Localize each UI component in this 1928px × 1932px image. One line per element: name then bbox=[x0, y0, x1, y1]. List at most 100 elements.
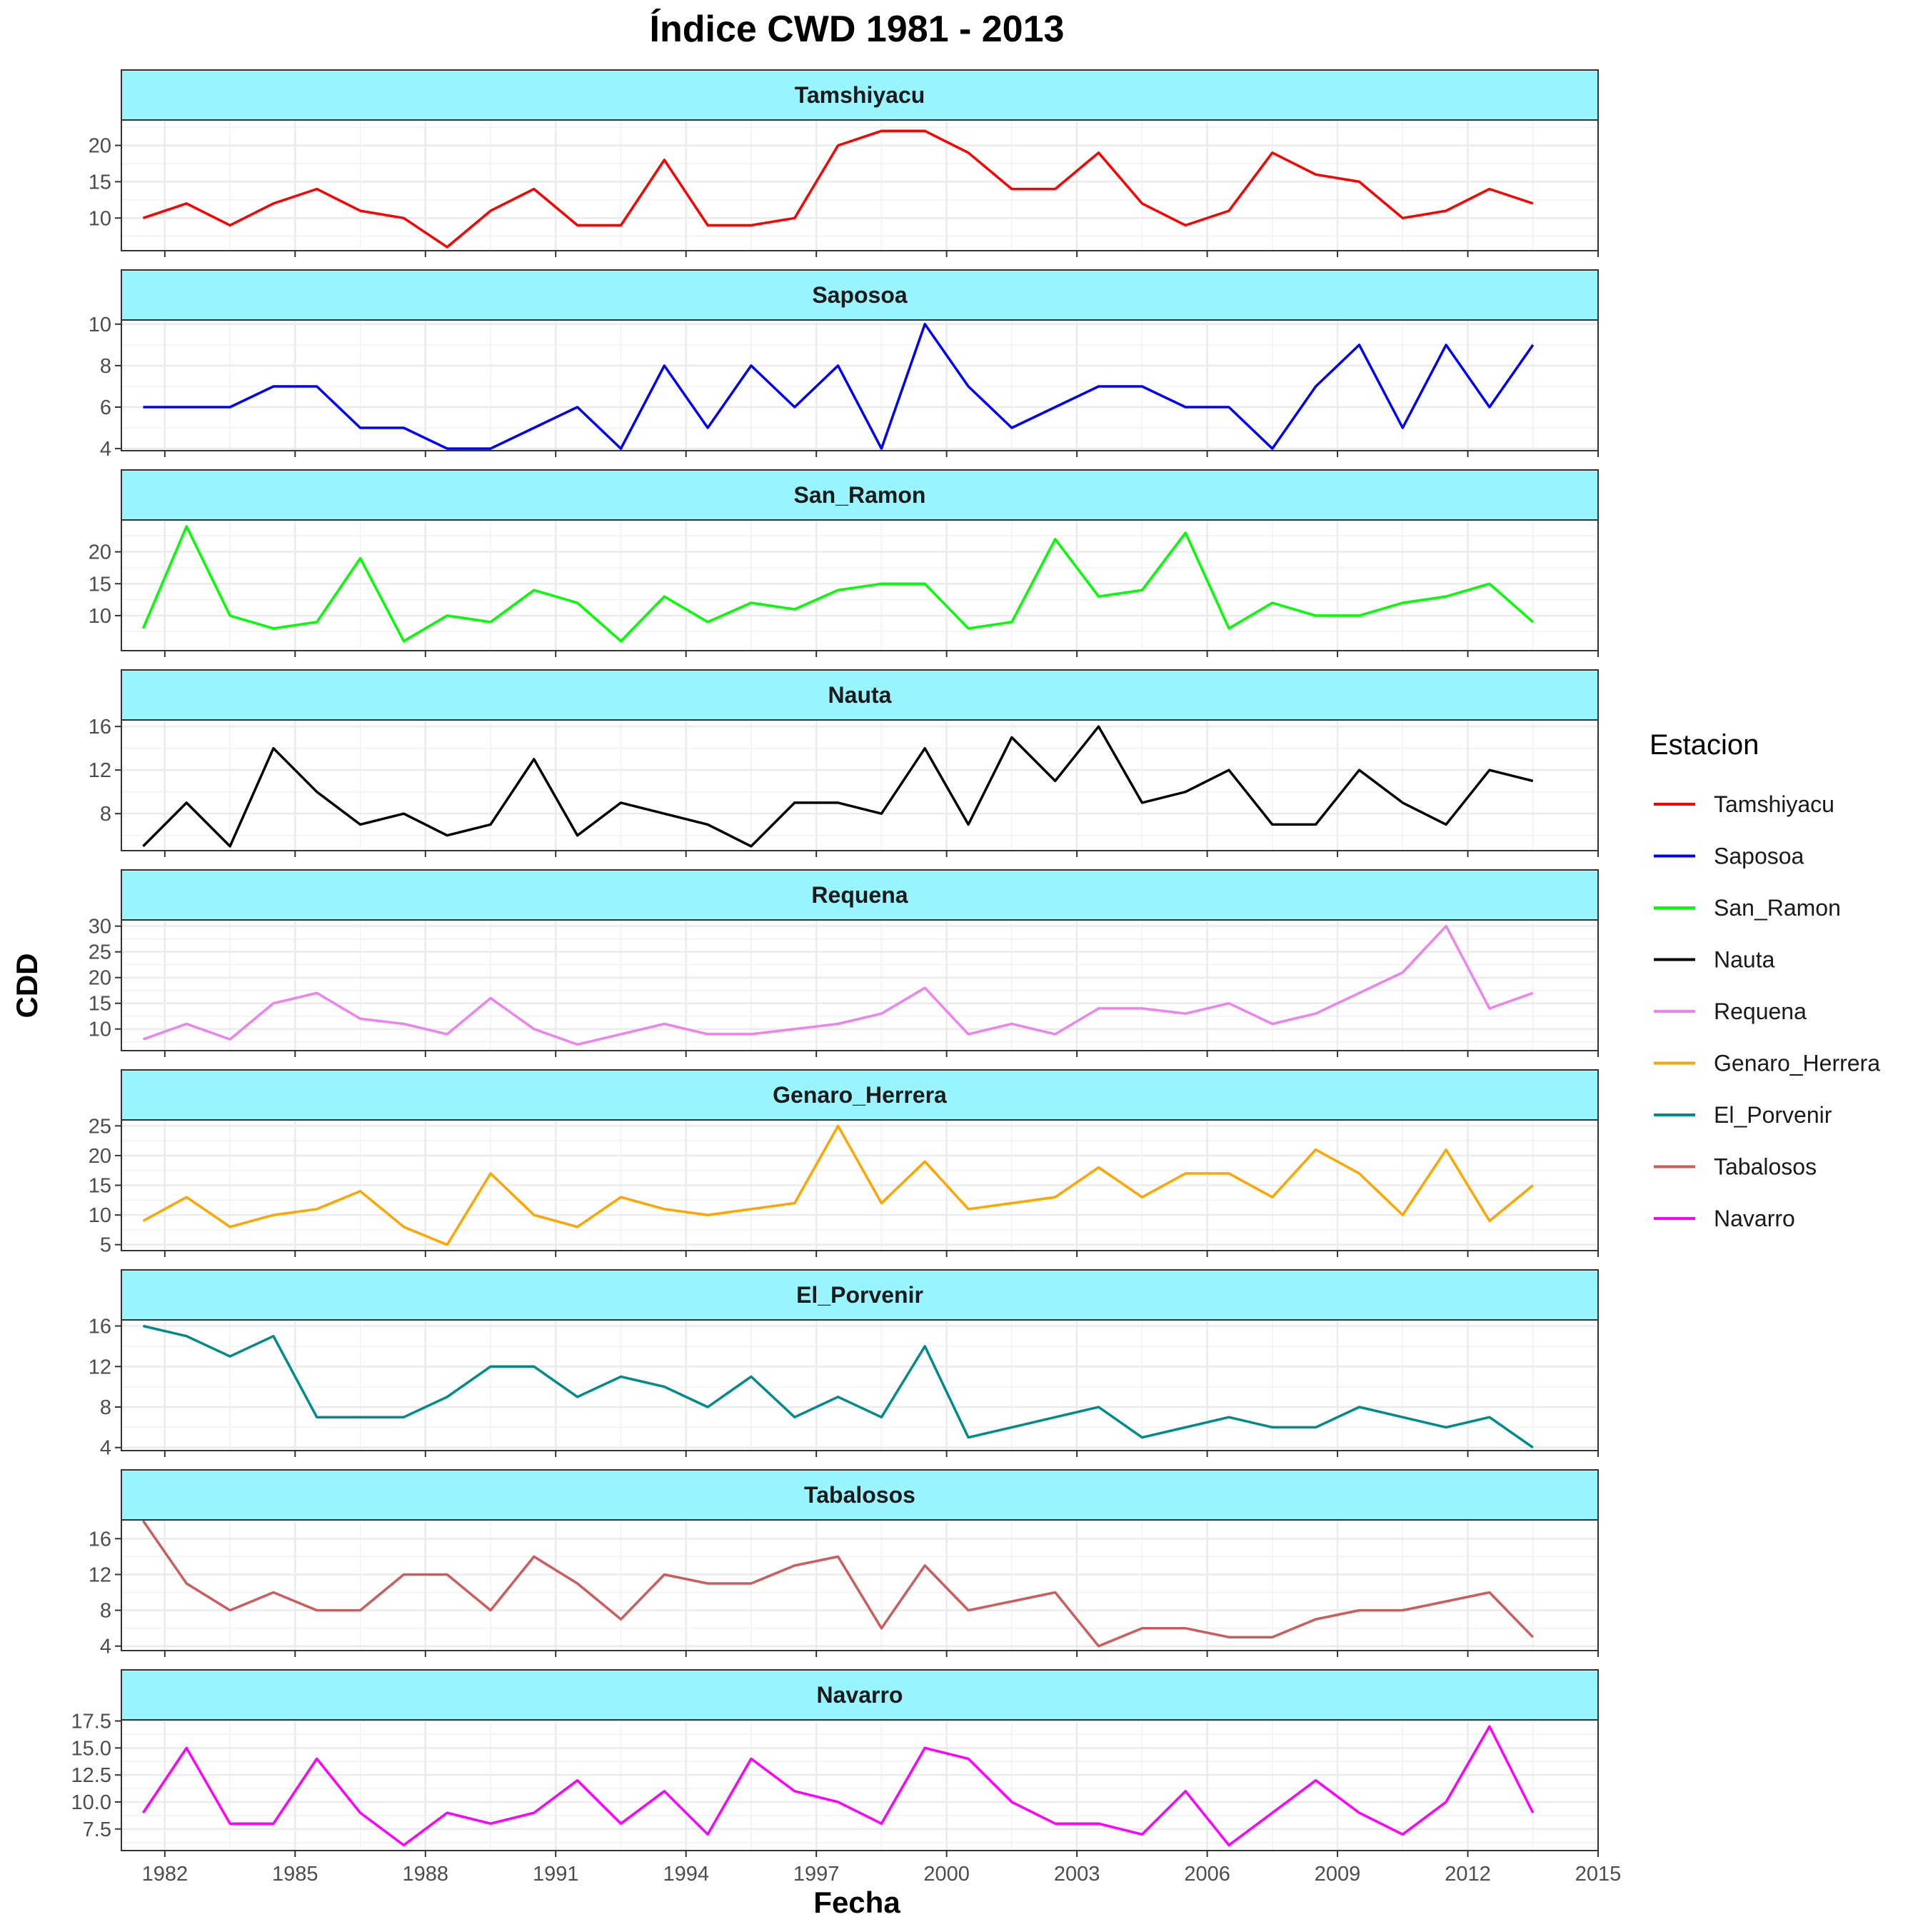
panel-background-nauta bbox=[121, 720, 1598, 851]
legend-label-tamshiyacu: Tamshiyacu bbox=[1714, 791, 1834, 817]
series-line-navarro bbox=[141, 1725, 1535, 1847]
y-tick-label-san-ramon: 20 bbox=[89, 541, 111, 564]
y-tick-label-navarro: 12.5 bbox=[71, 1764, 111, 1787]
panel-border-navarro bbox=[121, 1719, 1599, 1851]
chart-title: Índice CWD 1981 - 2013 bbox=[650, 9, 1065, 50]
legend-label-genaro-herrera: Genaro_Herrera bbox=[1714, 1051, 1880, 1076]
panel-border-tabalosos bbox=[121, 1519, 1599, 1651]
y-tick-label-saposoa: 6 bbox=[100, 396, 111, 419]
legend-label-tabalosos: Tabalosos bbox=[1714, 1154, 1817, 1180]
facet-panels: Tamshiyacu101520Saposoa46810San_Ramon101… bbox=[71, 69, 1600, 1857]
y-tick-label-navarro: 15.0 bbox=[71, 1737, 111, 1760]
y-tick-label-tabalosos: 16 bbox=[89, 1528, 111, 1551]
y-tick-label-san-ramon: 10 bbox=[89, 605, 111, 628]
strip-label-genaro-herrera: Genaro_Herrera bbox=[773, 1082, 947, 1108]
y-tick-label-requena: 10 bbox=[89, 1018, 111, 1041]
strip-navarro bbox=[121, 1669, 1599, 1721]
strip-nauta bbox=[121, 669, 1599, 721]
panel-border-saposoa bbox=[121, 319, 1599, 451]
strip-label-navarro: Navarro bbox=[817, 1682, 903, 1708]
x-tick-label: 1985 bbox=[272, 1863, 318, 1886]
y-tick-label-navarro: 7.5 bbox=[83, 1818, 111, 1841]
y-tick-label-saposoa: 8 bbox=[100, 355, 111, 378]
strip-label-el-porvenir: El_Porvenir bbox=[796, 1282, 923, 1308]
y-tick-label-san-ramon: 15 bbox=[89, 573, 111, 596]
panel-border-nauta bbox=[121, 719, 1599, 851]
y-tick-label-nauta: 16 bbox=[89, 716, 111, 739]
panel-border-genaro-herrera bbox=[121, 1119, 1599, 1251]
panel-saposoa: Saposoa 4 6 8 10 bbox=[89, 269, 1600, 461]
y-tick-label-tamshiyacu: 10 bbox=[89, 207, 111, 230]
y-tick-label-requena: 20 bbox=[89, 967, 111, 990]
y-tick-label-nauta: 12 bbox=[89, 759, 111, 782]
y-tick-label-navarro: 10.0 bbox=[71, 1791, 111, 1814]
y-tick-label-genaro-herrera: 10 bbox=[89, 1204, 111, 1227]
y-tick-label-tabalosos: 12 bbox=[89, 1563, 111, 1586]
legend-label-el-porvenir: El_Porvenir bbox=[1714, 1102, 1832, 1128]
y-tick-label-el-porvenir: 4 bbox=[100, 1437, 111, 1460]
y-tick-label-tabalosos: 8 bbox=[100, 1600, 111, 1623]
strip-saposoa bbox=[121, 269, 1599, 321]
x-tick-label: 2009 bbox=[1315, 1863, 1361, 1886]
panel-background-tamshiyacu bbox=[121, 120, 1598, 251]
panel-tabalosos: Tabalosos 4 8 12 16 bbox=[89, 1469, 1600, 1658]
y-tick-label-nauta: 8 bbox=[100, 803, 111, 826]
y-tick-label-genaro-herrera: 25 bbox=[89, 1115, 111, 1138]
strip-requena bbox=[121, 869, 1599, 921]
panel-nauta: Nauta 8 12 16 bbox=[89, 669, 1600, 857]
series-line-san-ramon bbox=[141, 525, 1534, 643]
panel-background-el-porvenir bbox=[121, 1320, 1598, 1451]
y-tick-label-el-porvenir: 16 bbox=[89, 1316, 111, 1338]
legend-title: Estacion bbox=[1650, 729, 1759, 761]
y-tick-label-genaro-herrera: 15 bbox=[89, 1175, 111, 1198]
x-tick-label: 2003 bbox=[1054, 1863, 1100, 1886]
series-line-requena bbox=[142, 924, 1534, 1046]
y-tick-label-el-porvenir: 8 bbox=[100, 1396, 111, 1419]
y-tick-label-navarro: 17.5 bbox=[71, 1711, 111, 1733]
series-line-genaro-herrera bbox=[142, 1124, 1534, 1246]
y-tick-label-requena: 15 bbox=[89, 993, 111, 1016]
y-tick-label-saposoa: 10 bbox=[89, 314, 111, 336]
series-line-tabalosos bbox=[141, 1520, 1535, 1648]
panel-border-tamshiyacu bbox=[121, 119, 1599, 251]
strip-label-nauta: Nauta bbox=[828, 682, 892, 708]
x-axis-title: Fecha bbox=[813, 1886, 900, 1919]
x-tick-label: 2015 bbox=[1575, 1863, 1622, 1886]
x-tick-label: 1988 bbox=[403, 1863, 449, 1886]
strip-label-tamshiyacu: Tamshiyacu bbox=[795, 82, 925, 108]
panel-tamshiyacu: Tamshiyacu 10 15 20 bbox=[89, 69, 1600, 257]
x-tick-label: 2006 bbox=[1184, 1863, 1230, 1886]
strip-tamshiyacu bbox=[121, 69, 1599, 121]
strip-label-tabalosos: Tabalosos bbox=[804, 1482, 915, 1508]
strip-label-san-ramon: San_Ramon bbox=[794, 482, 926, 508]
strip-el-porvenir bbox=[121, 1269, 1599, 1321]
panel-el-porvenir: El_Porvenir 4 8 12 16 bbox=[89, 1269, 1600, 1460]
strip-tabalosos bbox=[121, 1469, 1599, 1521]
x-tick-label: 1997 bbox=[793, 1863, 840, 1886]
x-tick-label: 1994 bbox=[663, 1863, 709, 1886]
y-tick-label-tabalosos: 4 bbox=[100, 1636, 111, 1658]
panel-border-requena bbox=[121, 919, 1599, 1051]
y-tick-label-requena: 25 bbox=[89, 941, 111, 964]
y-tick-label-tamshiyacu: 15 bbox=[89, 171, 111, 194]
legend-label-navarro: Navarro bbox=[1714, 1206, 1795, 1231]
strip-label-saposoa: Saposoa bbox=[812, 282, 908, 308]
series-line-el-porvenir bbox=[143, 1324, 1534, 1449]
panel-border-el-porvenir bbox=[121, 1319, 1599, 1451]
panel-navarro: Navarro 7.5 10.0 12.5 15.0 17.5 bbox=[71, 1669, 1600, 1857]
panel-background-san-ramon bbox=[121, 520, 1598, 651]
y-tick-label-genaro-herrera: 20 bbox=[89, 1145, 111, 1168]
panel-san-ramon: San_Ramon 10 15 20 bbox=[89, 469, 1600, 657]
x-axis: 1982 1985 1988 1991 1994 1997 2000 2003 2006 2009… bbox=[142, 1863, 1622, 1886]
series-line-saposoa bbox=[143, 323, 1535, 450]
panel-genaro-herrera: Genaro_Herrera 5 10 15 20 25 bbox=[89, 1069, 1600, 1257]
strip-label-requena: Requena bbox=[811, 882, 908, 908]
legend-label-requena: Requena bbox=[1714, 998, 1807, 1024]
legend: Estacion Tamshiyacu Saposoa San_Ramon Nauta R… bbox=[1650, 729, 1880, 1231]
series-line-nauta bbox=[142, 725, 1534, 848]
y-tick-label-genaro-herrera: 5 bbox=[100, 1234, 111, 1257]
x-tick-label: 2012 bbox=[1445, 1863, 1491, 1886]
